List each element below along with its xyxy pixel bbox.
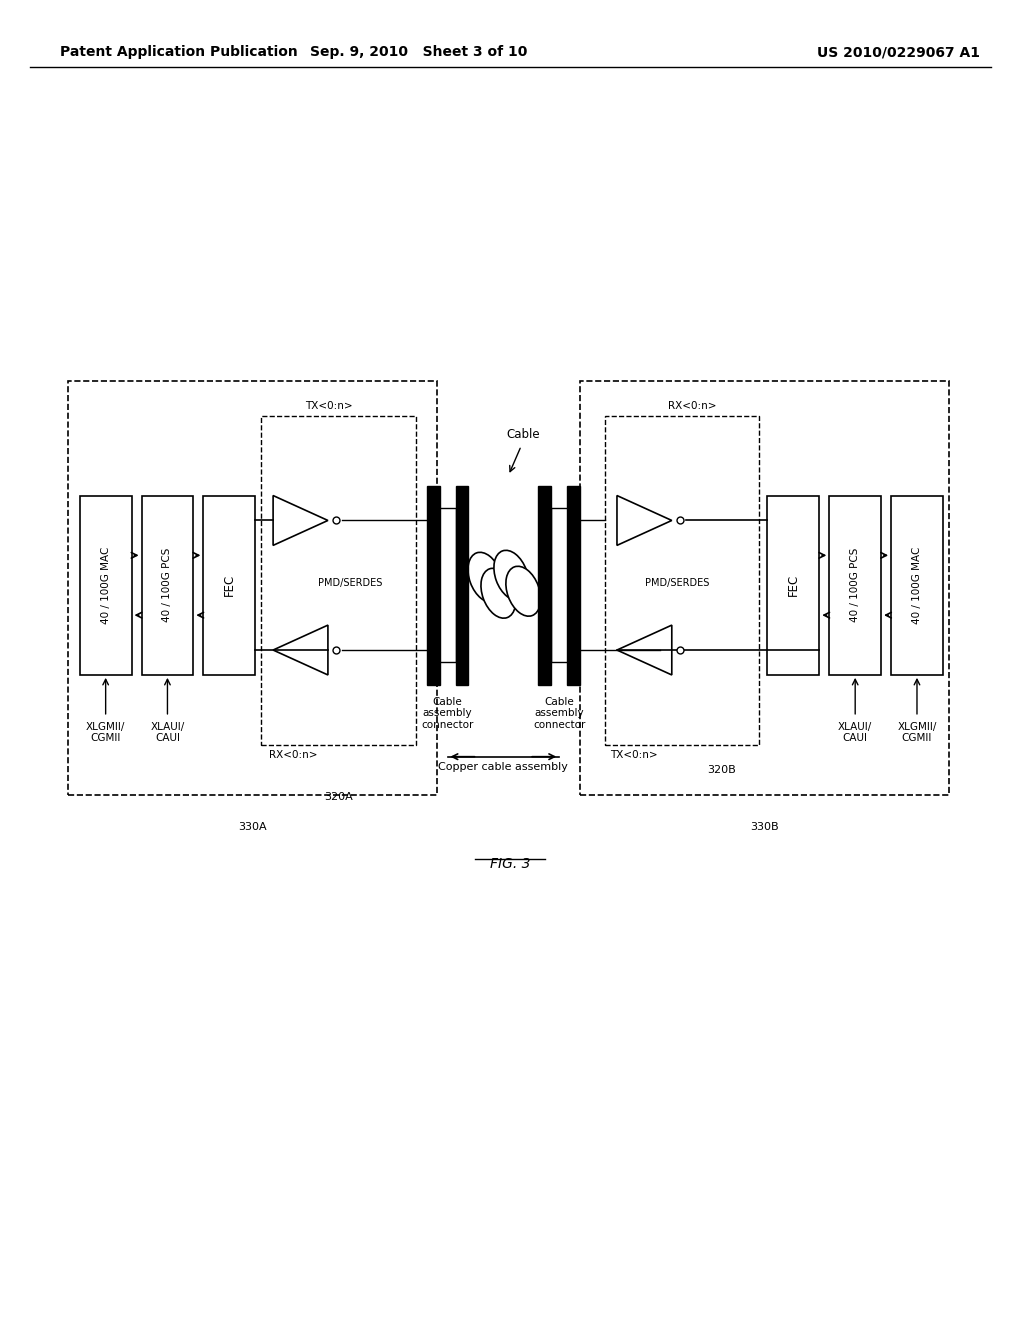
Text: 40 / 100G MAC: 40 / 100G MAC: [100, 546, 111, 624]
Text: Cable
assembly
connector: Cable assembly connector: [421, 697, 474, 730]
Ellipse shape: [506, 566, 541, 616]
Text: TX<0:n>: TX<0:n>: [304, 401, 352, 411]
Text: 320A: 320A: [324, 792, 352, 801]
Bar: [539, 486, 551, 685]
Text: FIG. 3: FIG. 3: [490, 858, 530, 871]
Bar: [204, 495, 255, 675]
Text: 40 / 100G MAC: 40 / 100G MAC: [912, 546, 922, 624]
Text: 330A: 330A: [238, 822, 266, 833]
Ellipse shape: [481, 569, 516, 618]
Text: 320B: 320B: [708, 764, 736, 775]
Bar: [141, 495, 194, 675]
Bar: [68, 381, 436, 795]
Text: Patent Application Publication: Patent Application Publication: [59, 45, 298, 59]
Bar: [456, 486, 468, 685]
Bar: [427, 486, 439, 685]
Bar: [580, 381, 949, 795]
Text: Cable: Cable: [507, 428, 540, 441]
Text: XLAUI/
CAUI: XLAUI/ CAUI: [151, 722, 184, 743]
Text: XLGMII/
CGMII: XLGMII/ CGMII: [897, 722, 937, 743]
Ellipse shape: [494, 550, 528, 601]
Text: PMD/SERDES: PMD/SERDES: [645, 578, 710, 589]
Text: 40 / 100G PCS: 40 / 100G PCS: [850, 548, 860, 623]
Bar: [261, 416, 416, 744]
Bar: [80, 495, 131, 675]
Text: 330B: 330B: [751, 822, 779, 833]
Text: XLGMII/
CGMII: XLGMII/ CGMII: [86, 722, 125, 743]
Text: Copper cable assembly: Copper cable assembly: [438, 762, 568, 772]
Bar: [829, 495, 881, 675]
Text: RX<0:n>: RX<0:n>: [668, 401, 717, 411]
Bar: [567, 486, 580, 685]
Text: RX<0:n>: RX<0:n>: [269, 750, 317, 760]
Text: FEC: FEC: [223, 574, 236, 597]
Text: US 2010/0229067 A1: US 2010/0229067 A1: [817, 45, 980, 59]
Text: PMD/SERDES: PMD/SERDES: [318, 578, 383, 589]
Bar: [767, 495, 819, 675]
Text: TX<0:n>: TX<0:n>: [610, 750, 657, 760]
Bar: [891, 495, 943, 675]
Bar: [605, 416, 760, 744]
Text: Cable
assembly
connector: Cable assembly connector: [532, 697, 586, 730]
Text: Sep. 9, 2010   Sheet 3 of 10: Sep. 9, 2010 Sheet 3 of 10: [310, 45, 527, 59]
Text: XLAUI/
CAUI: XLAUI/ CAUI: [838, 722, 872, 743]
Bar: [439, 508, 456, 663]
Text: 40 / 100G PCS: 40 / 100G PCS: [163, 548, 172, 623]
Text: FEC: FEC: [786, 574, 800, 597]
Bar: [551, 508, 567, 663]
Ellipse shape: [468, 552, 503, 602]
